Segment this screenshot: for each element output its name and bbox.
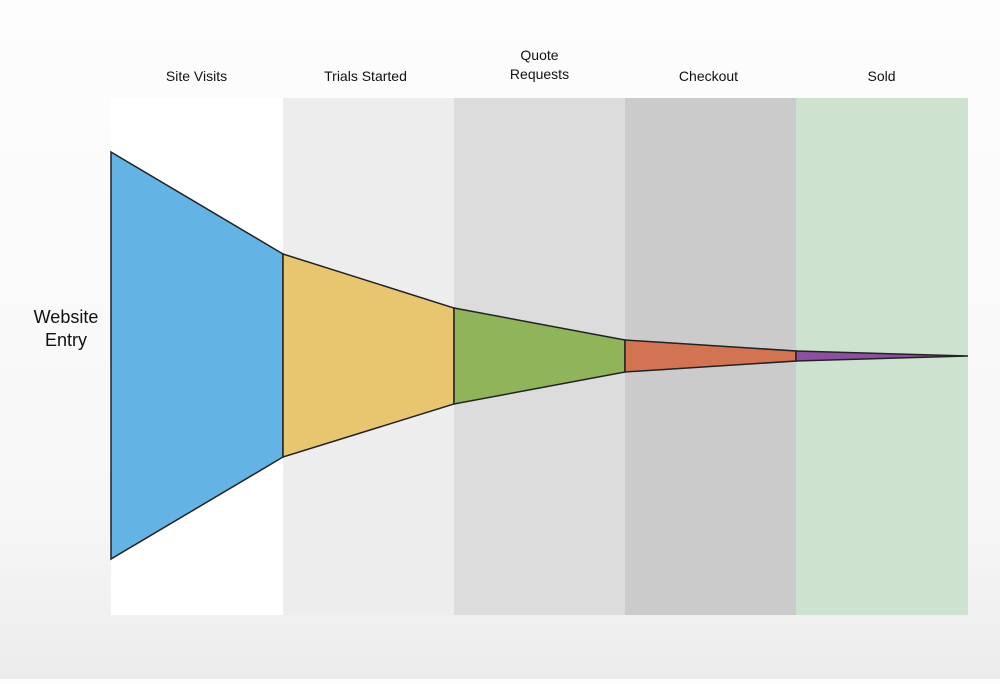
stage-label-sold: Sold [867, 68, 896, 84]
funnel-segments [110, 150, 969, 561]
stage-label-checkout: Checkout [678, 68, 739, 84]
entry-label: Website Entry [33, 307, 99, 350]
stage-label-quote-requests: Quote Requests [509, 47, 570, 82]
stage-label-trials-started: Trials Started [324, 68, 407, 84]
segment-sold [795, 350, 969, 362]
stage-label-site-visits: Site Visits [165, 68, 228, 84]
